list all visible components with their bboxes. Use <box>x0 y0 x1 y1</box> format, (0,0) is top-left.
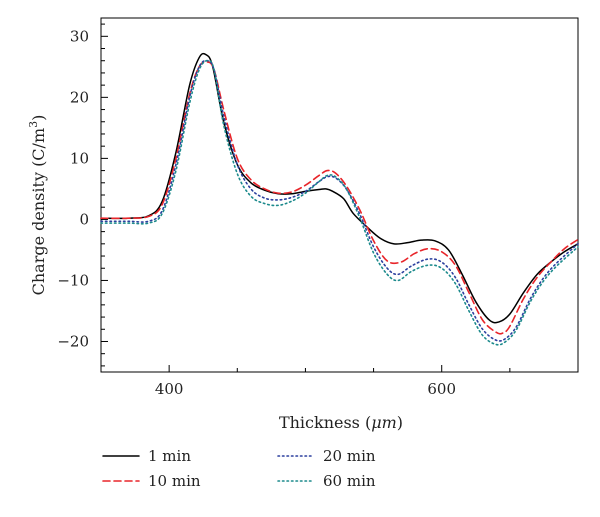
x-tick-label: 400 <box>155 380 184 398</box>
y-tick-label: −20 <box>57 332 89 350</box>
legend: 1 min 10 min 20 min 60 min <box>102 447 376 490</box>
x-axis-title: Thickness (μm) <box>279 413 403 432</box>
y-tick-label: 0 <box>79 210 89 228</box>
series-lines <box>100 52 579 346</box>
series-line-60-min <box>100 59 579 346</box>
y-axis-title: Charge density (C/m3) <box>27 115 48 296</box>
y-tick-label: −10 <box>57 271 89 289</box>
y-tick-label: 20 <box>70 88 89 106</box>
x-axis-title-close: ) <box>397 413 403 432</box>
legend-label-60-min: 60 min <box>323 472 376 490</box>
y-tick-label: 30 <box>70 27 89 45</box>
series-line-20-min <box>100 59 579 342</box>
y-tick-label: 10 <box>70 149 89 167</box>
x-tick-label: 600 <box>427 380 456 398</box>
tick-labels: 400 600 −20 −10 0 10 20 30 <box>57 27 456 398</box>
x-axis-title-main: Thickness ( <box>279 413 371 432</box>
series-line-1-min <box>100 52 579 324</box>
legend-label-1-min: 1 min <box>148 447 191 465</box>
y-axis-title-main: Charge density (C/m <box>29 128 48 295</box>
legend-label-20-min: 20 min <box>323 447 376 465</box>
series-line-10-min <box>100 60 579 335</box>
y-axis-title-close: ) <box>29 115 48 121</box>
axis-ticks <box>100 23 579 372</box>
y-axis-title-superscript: 3 <box>27 121 40 128</box>
legend-label-10-min: 10 min <box>148 472 201 490</box>
x-axis-title-unit: μm <box>371 413 397 432</box>
